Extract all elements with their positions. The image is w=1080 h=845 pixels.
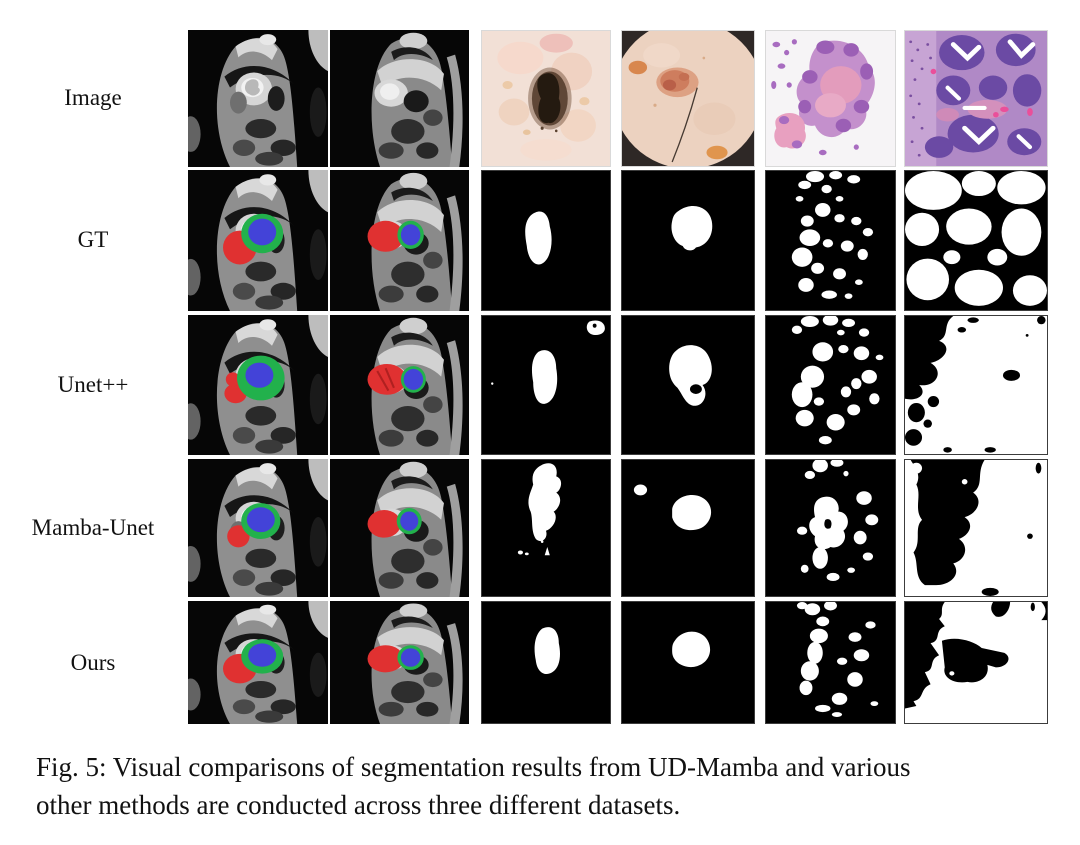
- mamba-unet-cardiac-overlay-2: [330, 459, 469, 597]
- input-histopathology-1: [765, 30, 896, 167]
- unetpp-mask-dermoscopy-1: [481, 315, 611, 455]
- input-cardiac-mri-2: [330, 30, 469, 167]
- gt-mask-dermoscopy-1: [481, 170, 611, 311]
- row-label-gt: GT: [77, 227, 109, 252]
- input-histopathology-2: [904, 30, 1048, 167]
- gt-mask-histopathology-2: [904, 170, 1048, 311]
- ours-cardiac-overlay-1: [188, 601, 328, 724]
- input-cardiac-mri-1: [188, 30, 328, 167]
- ours-cardiac-overlay-2: [330, 601, 469, 724]
- unetpp-mask-dermoscopy-2: [621, 315, 755, 455]
- mamba-unet-cardiac-overlay-1: [188, 459, 328, 597]
- unetpp-mask-histopathology-2: [904, 315, 1048, 455]
- mamba-unet-mask-dermoscopy-1: [481, 459, 611, 597]
- mamba-unet-mask-histopathology-1: [765, 459, 896, 597]
- ours-mask-dermoscopy-2: [621, 601, 755, 724]
- ours-mask-histopathology-1: [765, 601, 896, 724]
- mamba-unet-mask-dermoscopy-2: [621, 459, 755, 597]
- row-label-image: Image: [64, 85, 122, 110]
- figure-caption-line-1: Fig. 5: Visual comparisons of segmentati…: [36, 752, 911, 782]
- unetpp-cardiac-overlay-1: [188, 315, 328, 455]
- gt-cardiac-overlay-2: [330, 170, 469, 311]
- figure-caption: Fig. 5: Visual comparisons of segmentati…: [36, 748, 1050, 825]
- gt-cardiac-overlay-1: [188, 170, 328, 311]
- figure-caption-line-2: other methods are conducted across three…: [36, 790, 681, 821]
- gt-mask-histopathology-1: [765, 170, 896, 311]
- row-label-unetpp: Unet++: [57, 372, 129, 397]
- row-label-mamba-unet: Mamba-Unet: [31, 515, 155, 540]
- mamba-unet-mask-histopathology-2: [904, 459, 1048, 597]
- ours-mask-dermoscopy-1: [481, 601, 611, 724]
- unetpp-cardiac-overlay-2: [330, 315, 469, 455]
- ours-mask-histopathology-2: [904, 601, 1048, 724]
- input-dermoscopy-2: [621, 30, 755, 167]
- unetpp-mask-histopathology-1: [765, 315, 896, 455]
- input-dermoscopy-1: [481, 30, 611, 167]
- gt-mask-dermoscopy-2: [621, 170, 755, 311]
- row-label-ours: Ours: [70, 650, 116, 675]
